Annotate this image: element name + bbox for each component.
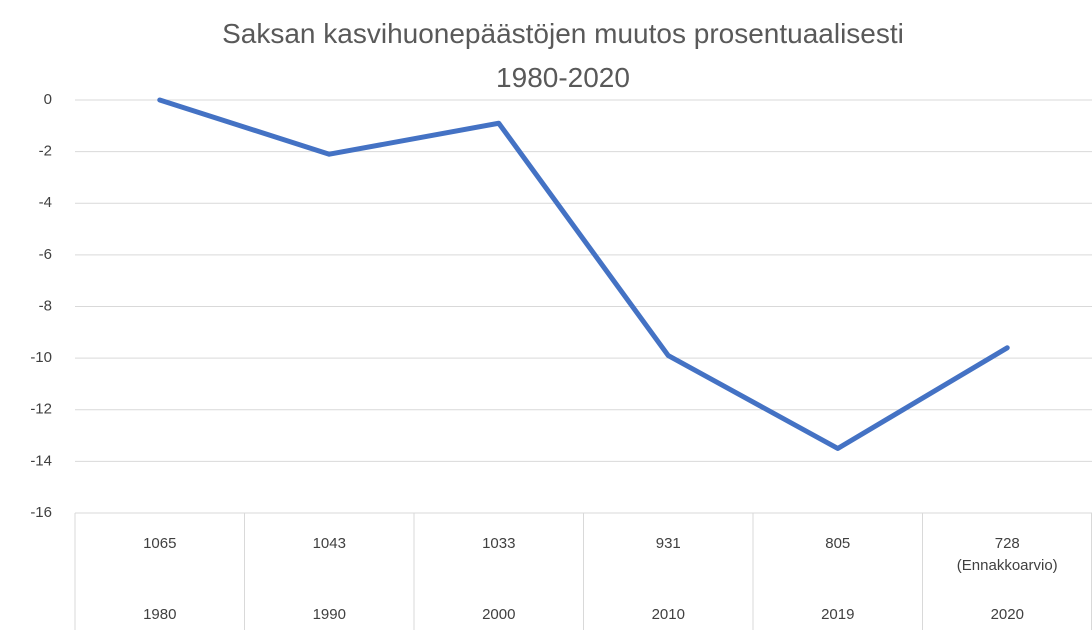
chart-title: Saksan kasvihuonepäästöjen muutos prosen… — [222, 18, 904, 93]
y-tick-label: -10 — [30, 349, 52, 366]
x-tick-label: 2020 — [990, 606, 1024, 623]
y-tick-label: -4 — [39, 194, 52, 211]
y-tick-label: -16 — [30, 504, 52, 521]
y-tick-label: -8 — [39, 297, 52, 314]
category-label-top: 1065 — [143, 535, 177, 552]
y-tick-label: -14 — [30, 452, 52, 469]
y-tick-label: 0 — [44, 91, 52, 108]
x-tick-label: 1990 — [312, 606, 346, 623]
y-tick-label: -2 — [39, 143, 52, 160]
x-tick-label: 2010 — [651, 606, 685, 623]
category-label-top: 805 — [825, 535, 851, 552]
x-tick-label: 1980 — [143, 606, 177, 623]
x-tick-label: 2019 — [821, 606, 855, 623]
y-tick-label: -12 — [30, 401, 52, 418]
y-tick-label: -6 — [39, 246, 52, 263]
category-label-top: 1043 — [312, 535, 346, 552]
category-label-top: 931 — [655, 535, 681, 552]
x-tick-label: 2000 — [482, 606, 516, 623]
category-label-top: 1033 — [482, 535, 516, 552]
data-line — [157, 97, 1010, 451]
category-label-top: 728 (Ennakkoarvio) — [956, 535, 1058, 574]
